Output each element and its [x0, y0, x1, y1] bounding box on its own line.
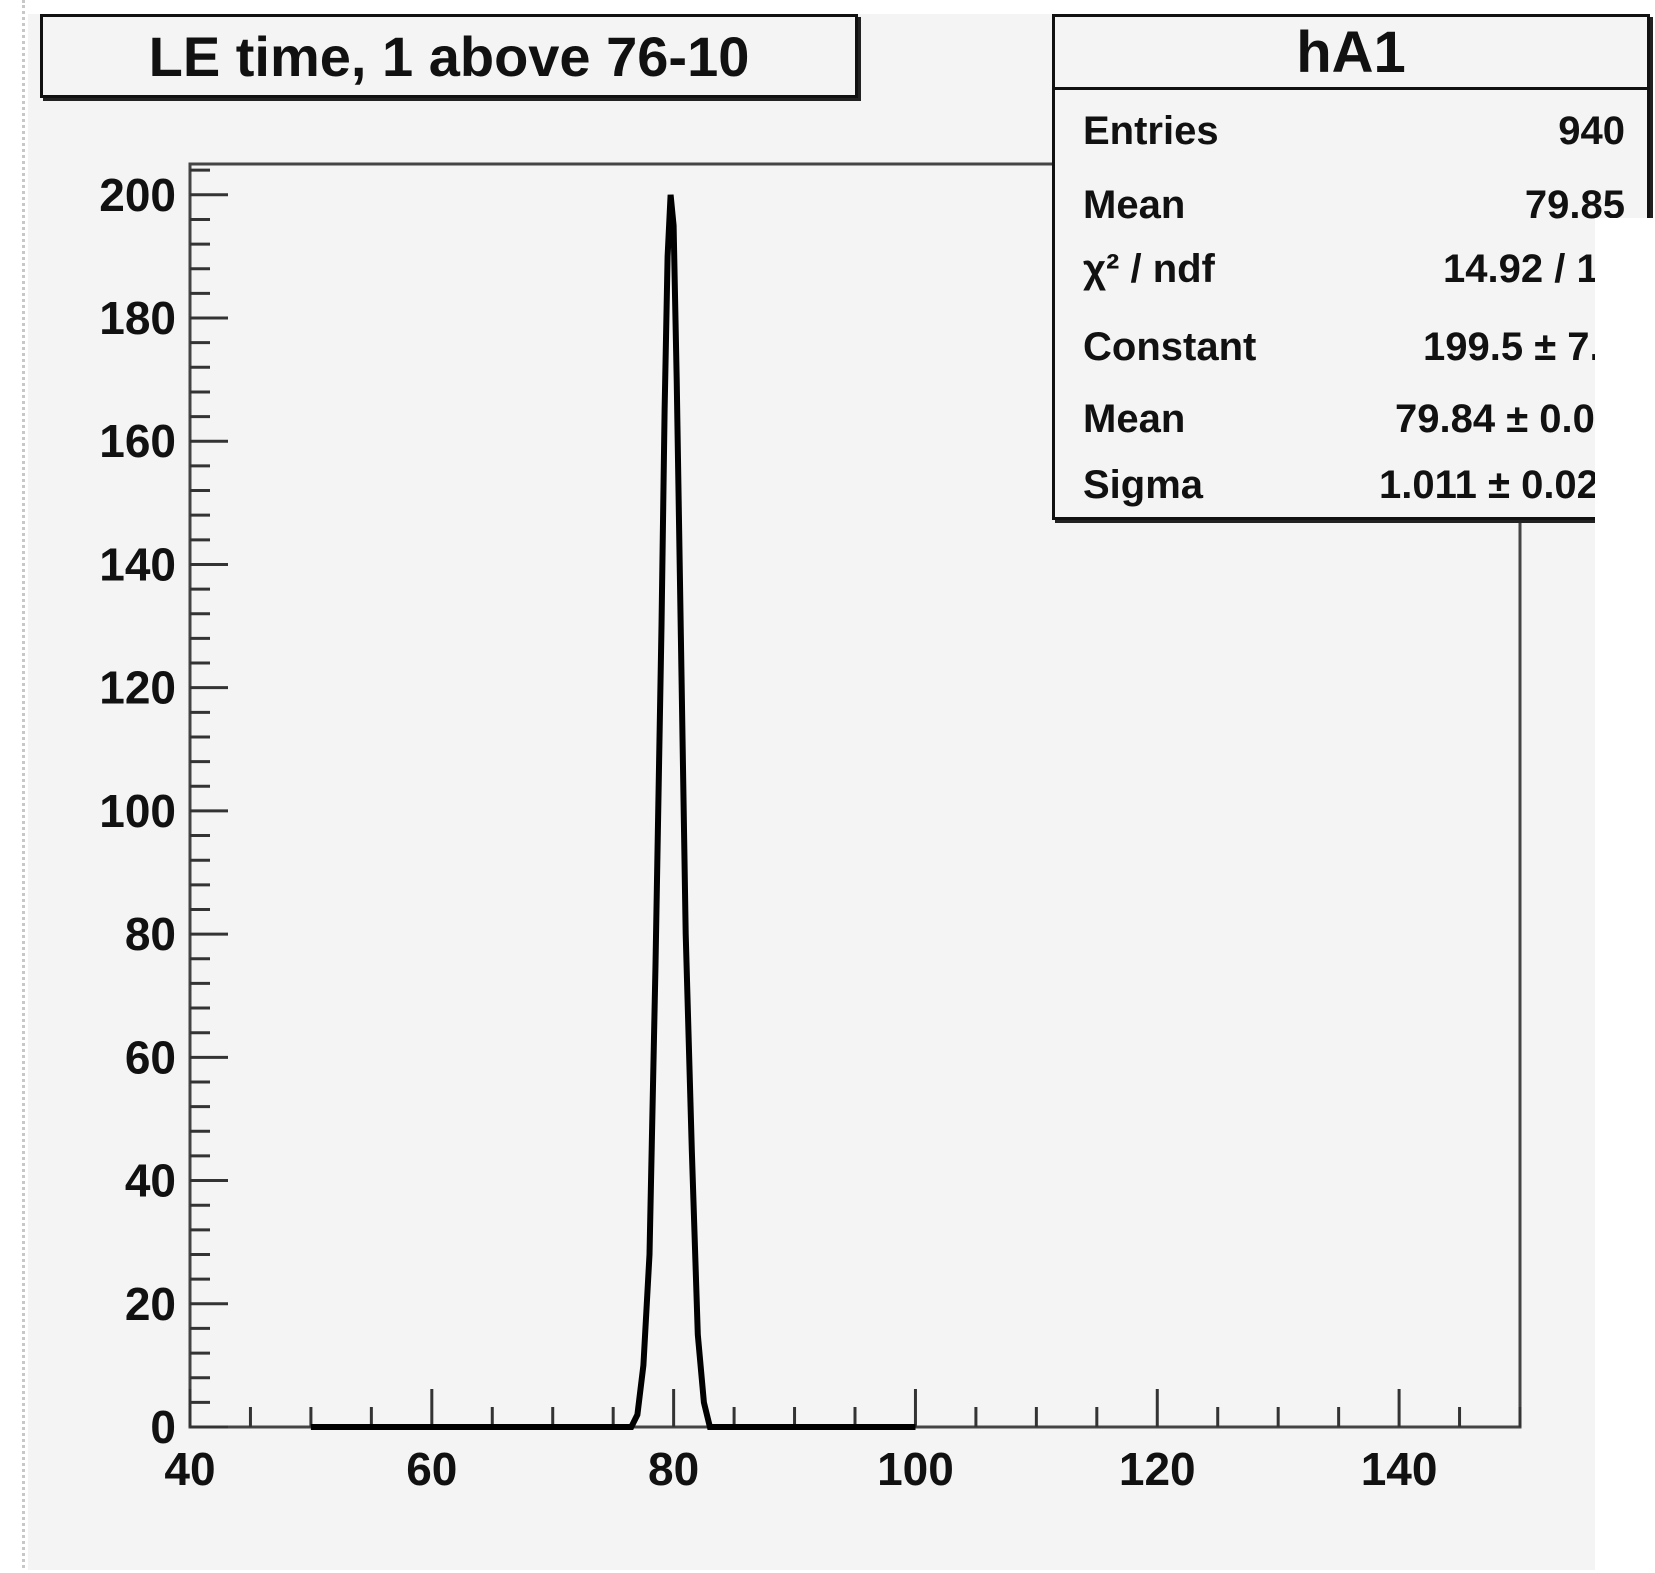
y-tick-label: 140 — [99, 538, 176, 590]
stats-histogram-name: hA1 — [1055, 17, 1647, 90]
stats-label: Constant — [1083, 325, 1257, 369]
stats-label: Sigma — [1083, 463, 1204, 507]
y-tick-label: 160 — [99, 415, 176, 467]
stats-box: hA1 Entries 940 Mean 79.85 χ² / ndf 14.9… — [1052, 14, 1650, 520]
y-axis: 0 20 40 60 80 100 120 140 160 180 200 — [99, 168, 228, 1453]
stats-label: χ² / ndf — [1083, 247, 1215, 291]
x-tick-label: 100 — [877, 1443, 954, 1495]
x-tick-label: 140 — [1361, 1443, 1438, 1495]
y-tick-label: 80 — [125, 908, 176, 960]
stats-label: Mean — [1083, 397, 1186, 441]
chart-title: LE time, 1 above 76-10 — [40, 14, 858, 98]
y-tick-label: 100 — [99, 785, 176, 837]
stats-row-chi2: χ² / ndf 14.92 / 1 — [1083, 239, 1625, 299]
stats-value: 199.5 ± 7. — [1423, 325, 1601, 369]
y-tick-label: 200 — [99, 169, 176, 221]
page-margin-bottom — [0, 1570, 1655, 1573]
y-tick-label: 60 — [125, 1031, 176, 1083]
page-margin — [1595, 218, 1655, 528]
y-tick-label: 0 — [150, 1401, 176, 1453]
y-tick-label: 180 — [99, 292, 176, 344]
stats-label: Entries — [1083, 109, 1219, 153]
stats-row-mean: Mean 79.85 — [1083, 175, 1625, 235]
stats-label: Mean — [1083, 183, 1186, 227]
histogram-curve — [310, 194, 916, 1430]
stats-row-constant: Constant 199.5 ± 7. — [1083, 317, 1625, 377]
x-tick-label: 40 — [164, 1443, 215, 1495]
canvas-edge — [22, 0, 28, 1573]
x-tick-label: 120 — [1119, 1443, 1196, 1495]
stats-value: 79.84 ± 0.0 — [1395, 397, 1595, 441]
y-tick-label: 120 — [99, 662, 176, 714]
stats-row-sigma: Sigma 1.011 ± 0.02 — [1083, 455, 1625, 515]
stats-value: 14.92 / 1 — [1443, 247, 1599, 291]
stats-value: 1.011 ± 0.02 — [1379, 463, 1599, 507]
stats-row-fit-mean: Mean 79.84 ± 0.0 — [1083, 389, 1625, 449]
y-tick-label: 40 — [125, 1155, 176, 1207]
stats-row-entries: Entries 940 — [1083, 101, 1625, 161]
stats-value: 940 — [1558, 109, 1625, 153]
x-tick-label: 80 — [648, 1443, 699, 1495]
x-axis: 40 60 80 100 120 140 — [164, 1389, 1522, 1495]
x-tick-label: 60 — [406, 1443, 457, 1495]
y-tick-label: 20 — [125, 1278, 176, 1330]
